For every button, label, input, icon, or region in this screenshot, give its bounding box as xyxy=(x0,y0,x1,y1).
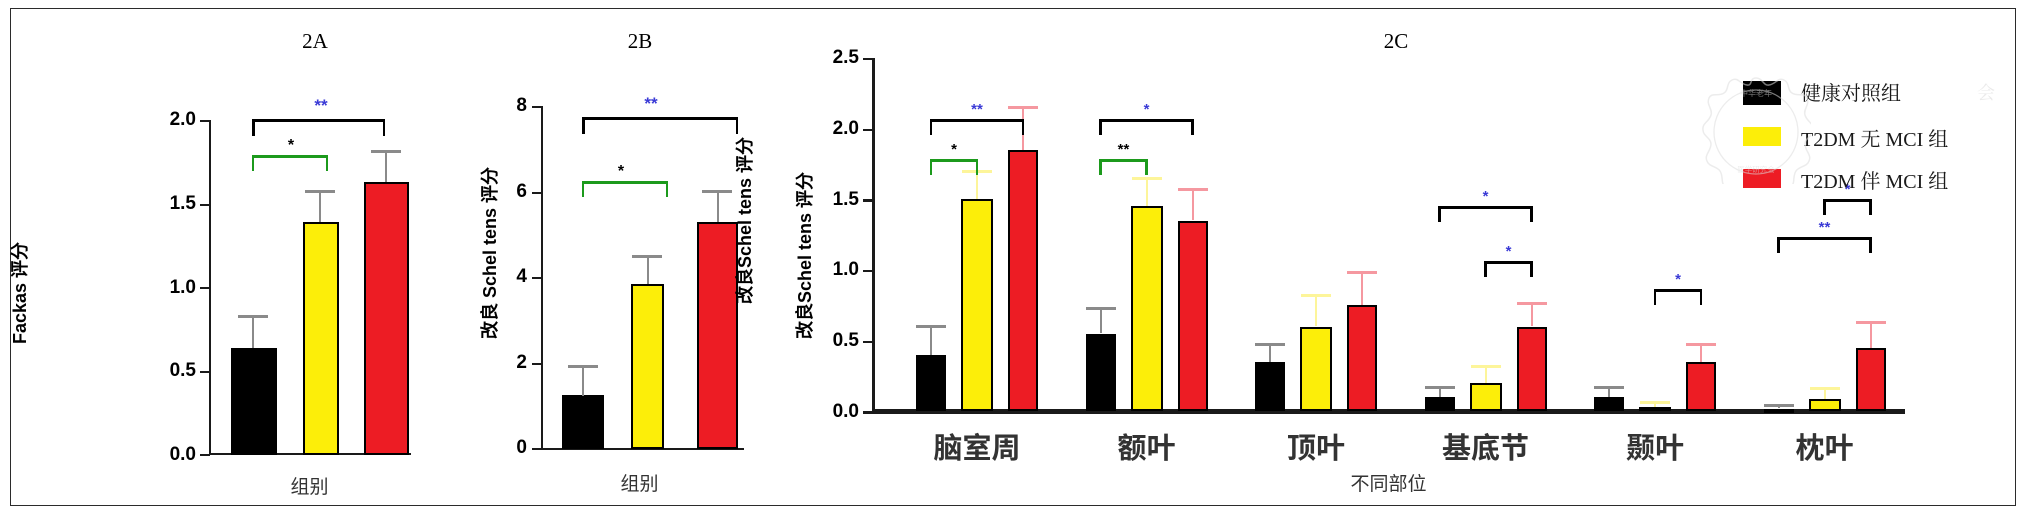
svg-text:医学研究会: 医学研究会 xyxy=(1737,164,1775,175)
svg-text:中华老年: 中华老年 xyxy=(1740,88,1772,99)
